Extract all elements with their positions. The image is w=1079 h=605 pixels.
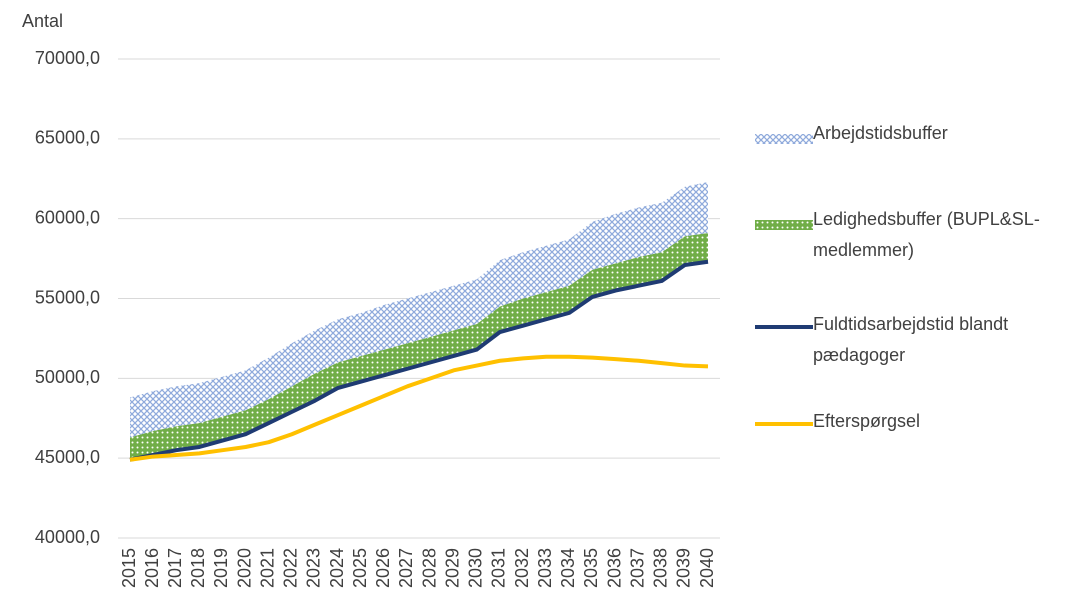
x-tick-label: 2033	[535, 548, 555, 588]
y-tick-label: 55000,0	[35, 287, 100, 307]
x-tick-label: 2040	[697, 548, 717, 588]
area	[130, 233, 708, 460]
y-tick-label: 65000,0	[35, 128, 100, 148]
legend-label: Ledighedsbuffer (BUPL&SL-medlemmer)	[813, 209, 1040, 260]
x-tick-label: 2039	[674, 548, 694, 588]
x-tick-label: 2015	[119, 548, 139, 588]
legend-label: Fuldtidsarbejdstid blandt pædagoger	[813, 314, 1009, 365]
x-tick-label: 2027	[396, 548, 416, 588]
legend-entry: Fuldtidsarbejdstid blandt pædagoger	[755, 314, 1075, 371]
legend-entry: Ledighedsbuffer (BUPL&SL-medlemmer)	[755, 209, 1075, 266]
legend-swatch	[755, 422, 813, 426]
x-tick-label: 2023	[304, 548, 324, 588]
line	[129, 354, 709, 462]
legend-swatch	[755, 217, 813, 230]
legend-entry: Arbejdstidsbuffer	[755, 123, 1075, 149]
y-tick-label: 60000,0	[35, 207, 100, 227]
legend: Arbejdstidsbuffer Ledighedsbuffer (BUPL&S…	[755, 123, 1075, 437]
y-tick-label: 40000,0	[35, 527, 100, 547]
x-tick-label: 2025	[350, 548, 370, 588]
y-tick-label: 50000,0	[35, 367, 100, 387]
legend-label: Efterspørgsel	[813, 411, 921, 431]
y-axis-label: Antal	[22, 11, 63, 31]
line	[129, 259, 709, 462]
x-tick-label: 2018	[188, 548, 208, 588]
y-tick-label: 45000,0	[35, 447, 100, 467]
x-tick-label: 2021	[257, 548, 277, 588]
legend-entry: Efterspørgsel	[755, 411, 1075, 437]
x-tick-label: 2028	[419, 548, 439, 588]
x-tick-label: 2038	[651, 548, 671, 588]
x-tick-label: 2031	[489, 548, 509, 588]
x-tick-label: 2034	[558, 548, 578, 588]
x-tick-label: 2030	[466, 548, 486, 588]
area	[130, 181, 708, 438]
x-tick-label: 2032	[512, 548, 532, 588]
y-tick-label: 70000,0	[35, 48, 100, 68]
x-tick-label: 2029	[442, 548, 462, 588]
legend-swatch	[755, 325, 813, 329]
legend-swatch	[755, 131, 813, 144]
x-tick-label: 2016	[142, 548, 162, 588]
x-tick-label: 2035	[581, 548, 601, 588]
x-tick-label: 2020	[234, 548, 254, 588]
x-tick-label: 2019	[211, 548, 231, 588]
x-tick-label: 2036	[604, 548, 624, 588]
x-tick-label: 2037	[627, 548, 647, 588]
x-tick-label: 2022	[281, 548, 301, 588]
x-tick-label: 2026	[373, 548, 393, 588]
legend-label: Arbejdstidsbuffer	[813, 123, 948, 143]
x-tick-label: 2017	[165, 548, 185, 588]
x-tick-label: 2024	[327, 548, 347, 588]
